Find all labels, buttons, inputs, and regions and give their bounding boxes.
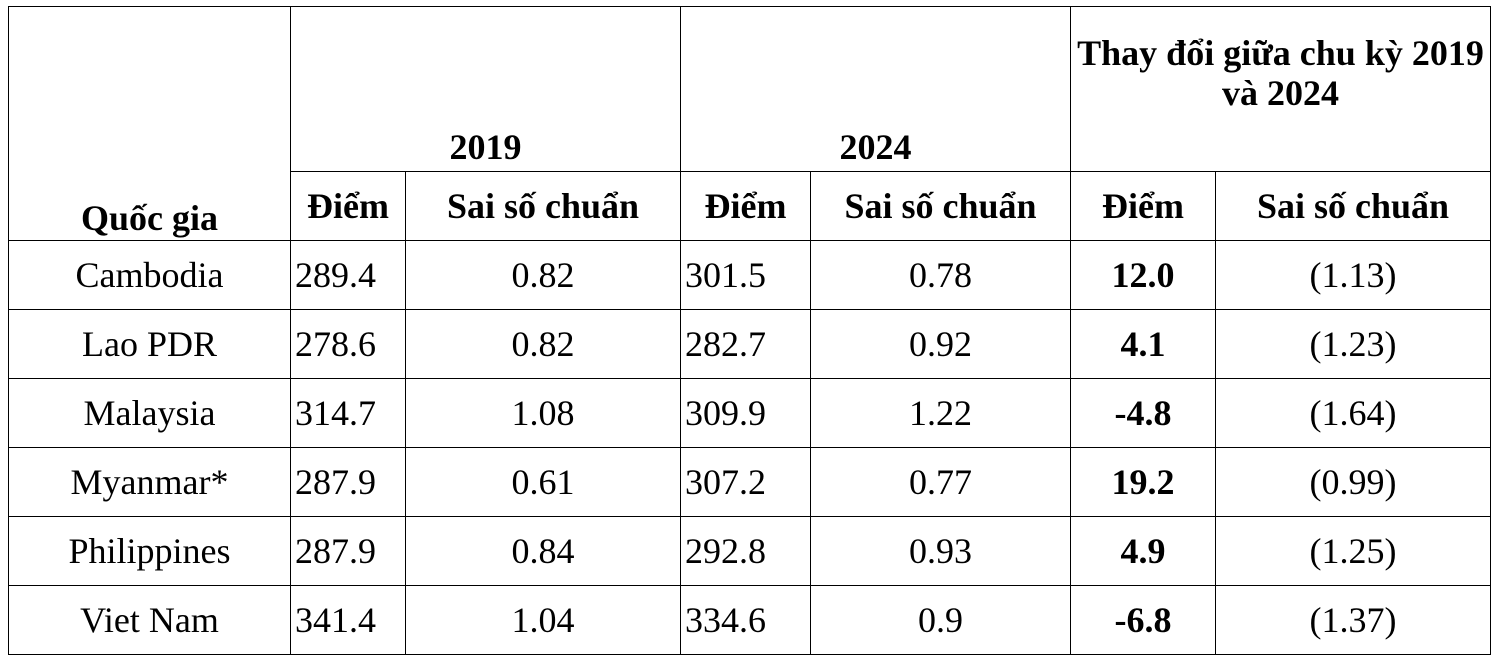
value-cell: 12.0 (1070, 240, 1216, 310)
subheader: Sai số chuẩn (1215, 171, 1491, 241)
group-header: Thay đổi giữa chu kỳ 2019 và 2024 (1070, 6, 1491, 172)
value-cell: 289.4 (290, 240, 406, 310)
value-cell: 314.7 (290, 378, 406, 448)
subheader: Điểm (290, 171, 406, 241)
group-header: 2019 (290, 6, 681, 172)
value-cell: 334.6 (680, 585, 811, 655)
value-cell: 1.04 (405, 585, 681, 655)
score-table: Quốc gia 2019 2024 Thay đổi giữa chu kỳ … (8, 6, 1491, 655)
value-cell: 0.84 (405, 516, 681, 586)
value-cell: (1.37) (1215, 585, 1491, 655)
value-cell: 292.8 (680, 516, 811, 586)
value-cell: 309.9 (680, 378, 811, 448)
value-cell: 287.9 (290, 516, 406, 586)
table-row: Lao PDR 278.6 0.82 282.7 0.92 4.1 (1.23) (8, 309, 1491, 379)
value-cell: 307.2 (680, 447, 811, 517)
group-header: 2024 (680, 6, 1071, 172)
subheader: Sai số chuẩn (405, 171, 681, 241)
value-cell: 0.82 (405, 240, 681, 310)
value-cell: (0.99) (1215, 447, 1491, 517)
table-row: Philippines 287.9 0.84 292.8 0.93 4.9 (1.25) (8, 516, 1491, 586)
country-cell: Cambodia (8, 240, 291, 310)
value-cell: 0.92 (810, 309, 1071, 379)
value-cell: (1.64) (1215, 378, 1491, 448)
group-header-row: Quốc gia 2019 2024 Thay đổi giữa chu kỳ … (8, 6, 1491, 241)
country-cell: Malaysia (8, 378, 291, 448)
table-row: Cambodia 289.4 0.82 301.5 0.78 12.0 (1.13) (8, 240, 1491, 310)
value-cell: (1.25) (1215, 516, 1491, 586)
value-cell: 0.9 (810, 585, 1071, 655)
subheader: Điểm (1070, 171, 1216, 241)
value-cell: 1.08 (405, 378, 681, 448)
country-cell: Myanmar* (8, 447, 291, 517)
value-cell: 1.22 (810, 378, 1071, 448)
value-cell: 282.7 (680, 309, 811, 379)
value-cell: 0.61 (405, 447, 681, 517)
value-cell: 301.5 (680, 240, 811, 310)
value-cell: 0.82 (405, 309, 681, 379)
value-cell: 278.6 (290, 309, 406, 379)
value-cell: 4.9 (1070, 516, 1216, 586)
value-cell: 0.77 (810, 447, 1071, 517)
table-row: Viet Nam 341.4 1.04 334.6 0.9 -6.8 (1.37) (8, 585, 1491, 655)
table-row: Malaysia 314.7 1.08 309.9 1.22 -4.8 (1.64) (8, 378, 1491, 448)
value-cell: 0.78 (810, 240, 1071, 310)
value-cell: (1.23) (1215, 309, 1491, 379)
value-cell: 341.4 (290, 585, 406, 655)
corner-header: Quốc gia (8, 6, 291, 241)
subheader: Điểm (680, 171, 811, 241)
value-cell: -6.8 (1070, 585, 1216, 655)
country-cell: Lao PDR (8, 309, 291, 379)
value-cell: 287.9 (290, 447, 406, 517)
value-cell: 4.1 (1070, 309, 1216, 379)
value-cell: 19.2 (1070, 447, 1216, 517)
country-cell: Philippines (8, 516, 291, 586)
table-body: Cambodia 289.4 0.82 301.5 0.78 12.0 (1.13) Lao … (8, 240, 1491, 655)
value-cell: -4.8 (1070, 378, 1216, 448)
table-row: Myanmar* 287.9 0.61 307.2 0.77 19.2 (0.99) (8, 447, 1491, 517)
country-cell: Viet Nam (8, 585, 291, 655)
value-cell: (1.13) (1215, 240, 1491, 310)
subheader: Sai số chuẩn (810, 171, 1071, 241)
value-cell: 0.93 (810, 516, 1071, 586)
